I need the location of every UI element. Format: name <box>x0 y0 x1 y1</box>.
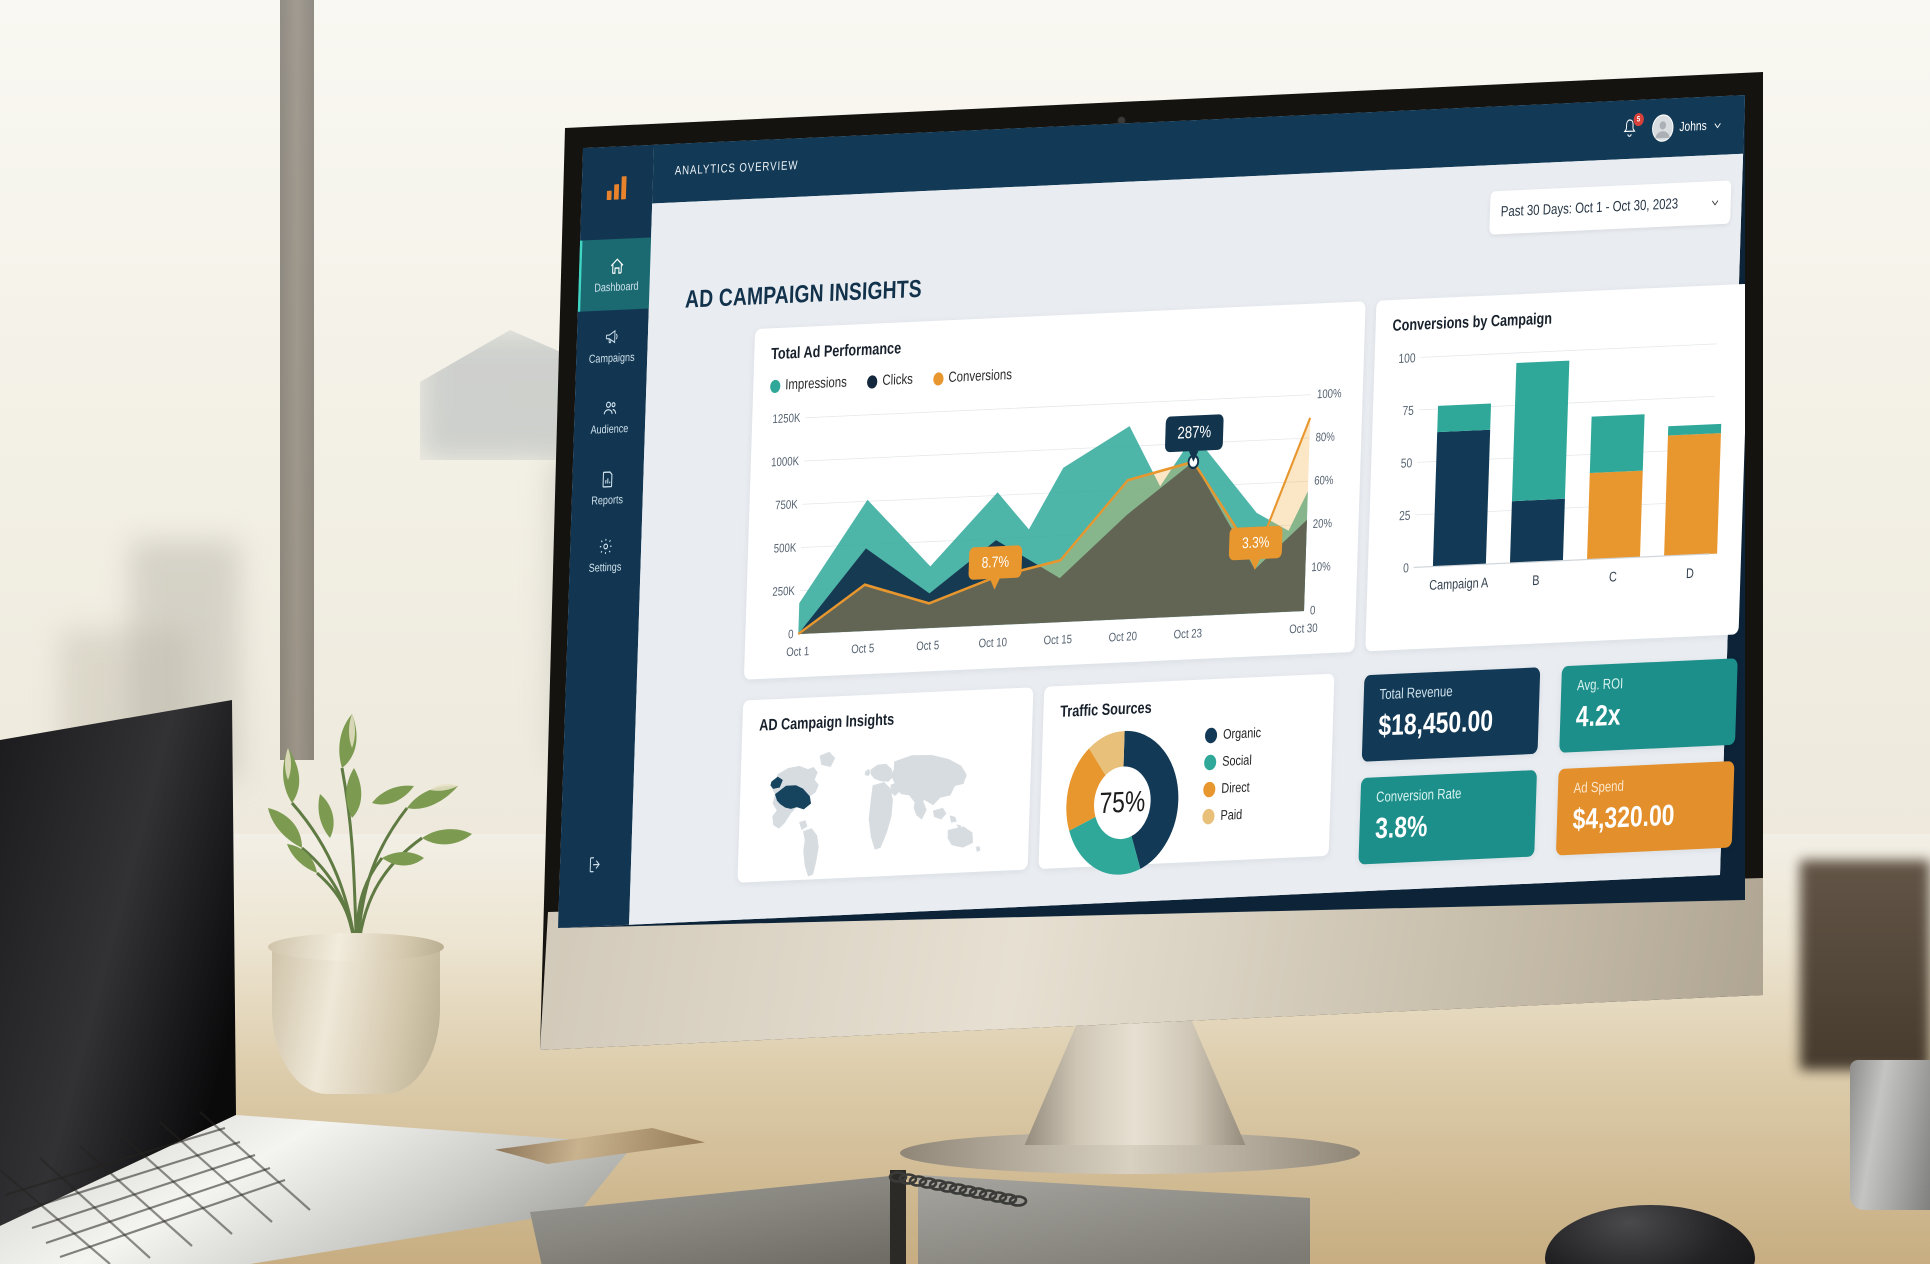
svg-text:Oct 5: Oct 5 <box>916 639 939 653</box>
svg-text:80%: 80% <box>1315 431 1335 445</box>
svg-text:0: 0 <box>1403 561 1410 576</box>
svg-text:Oct 1: Oct 1 <box>786 645 809 659</box>
svg-text:60%: 60% <box>1314 474 1334 488</box>
svg-text:500K: 500K <box>774 542 797 556</box>
svg-text:C: C <box>1609 569 1617 585</box>
svg-text:287%: 287% <box>1177 423 1211 443</box>
svg-text:D: D <box>1686 566 1694 582</box>
svg-text:20%: 20% <box>1313 517 1333 531</box>
svg-text:75: 75 <box>1402 404 1414 419</box>
svg-text:750K: 750K <box>775 498 798 512</box>
svg-text:Oct 15: Oct 15 <box>1043 633 1072 648</box>
svg-text:50: 50 <box>1401 456 1413 471</box>
svg-text:1250K: 1250K <box>772 412 801 427</box>
svg-text:Oct 23: Oct 23 <box>1173 627 1202 642</box>
svg-text:Oct 20: Oct 20 <box>1108 630 1137 645</box>
svg-text:10%: 10% <box>1311 560 1331 574</box>
svg-text:8.7%: 8.7% <box>981 552 1009 571</box>
svg-text:0: 0 <box>1310 604 1316 618</box>
svg-text:75%: 75% <box>1099 784 1146 820</box>
svg-text:1000K: 1000K <box>771 455 800 470</box>
svg-text:100%: 100% <box>1317 387 1342 402</box>
svg-text:Campaign A: Campaign A <box>1429 575 1489 593</box>
svg-text:100: 100 <box>1398 351 1416 366</box>
svg-text:Oct 30: Oct 30 <box>1289 622 1318 637</box>
svg-text:Oct 5: Oct 5 <box>851 642 874 656</box>
svg-text:0: 0 <box>788 628 794 642</box>
svg-text:3.3%: 3.3% <box>1242 533 1270 552</box>
svg-text:250K: 250K <box>772 585 795 599</box>
svg-text:Oct 10: Oct 10 <box>978 636 1007 651</box>
svg-text:B: B <box>1532 573 1540 589</box>
svg-text:25: 25 <box>1399 509 1411 524</box>
